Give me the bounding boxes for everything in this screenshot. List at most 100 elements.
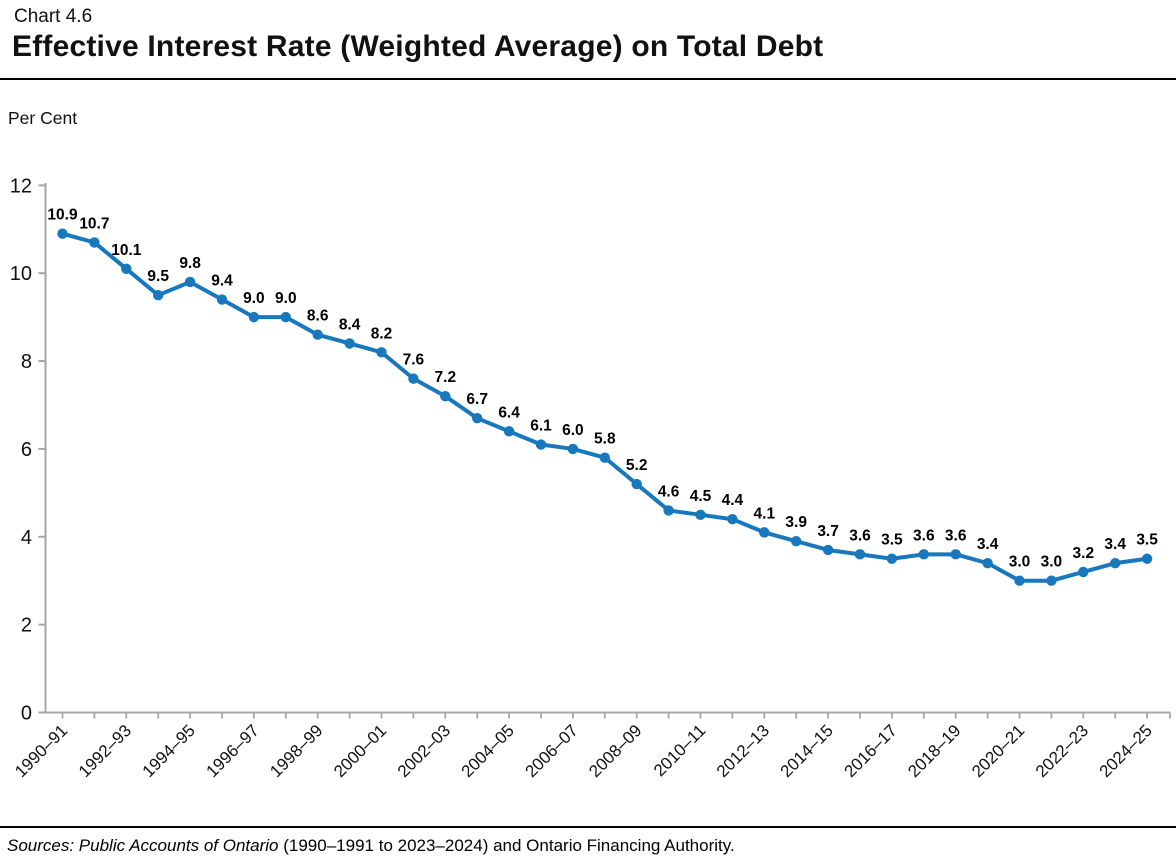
data-point [312,329,323,340]
data-label: 6.4 [498,404,520,421]
data-label: 5.8 [594,431,616,448]
data-label: 4.5 [690,488,712,505]
data-point [153,289,164,301]
data-point [503,426,515,437]
data-label: 4.6 [658,483,680,500]
data-label: 3.0 [1041,554,1063,571]
y-tick-label: 0 [21,703,32,725]
x-tick-label: 2000–01 [330,721,390,781]
data-point [184,276,196,288]
data-label: 7.6 [403,352,425,369]
data-point [822,544,834,556]
data-label: 3.2 [1073,545,1095,562]
data-label: 3.6 [849,527,871,544]
x-tick-label: 1996–97 [202,721,262,781]
data-point [599,452,610,463]
data-label: 3.0 [1009,554,1031,571]
data-label: 9.4 [211,273,233,290]
x-tick-label: 2016–17 [840,721,900,781]
line-chart: 0 2 4 6 8 10 12 1990–91 1992–93 1994–95 1996–97 199… [10,175,1171,781]
data-point [280,311,291,323]
x-tick-label: 2012–13 [713,721,773,781]
data-point [121,263,132,275]
data-point [886,553,898,564]
data-point [440,391,451,402]
x-tick-label: 2006–07 [521,721,581,781]
data-label: 4.4 [722,492,744,509]
data-point [376,347,387,358]
x-tick-label: 2008–09 [585,721,645,781]
data-point [695,509,706,521]
data-label: 9.0 [275,290,297,307]
data-label: 6.7 [466,391,488,408]
x-tick-label: 2010–11 [650,721,709,780]
data-label: 10.7 [79,215,109,232]
data-label: 5.2 [626,457,648,474]
data-point [759,527,770,538]
data-label: 3.9 [785,514,807,531]
data-point [89,237,100,248]
x-tick-label: 2018–19 [904,721,964,781]
data-label: 9.0 [243,290,265,307]
source-line: Sources: Public Accounts of Ontario (199… [7,836,735,856]
data-point [854,549,866,560]
data-point [1078,566,1089,578]
x-tick-label: 1994–95 [139,721,199,781]
data-point [1014,575,1025,586]
data-label: 10.9 [47,207,78,224]
data-label: 3.4 [1104,536,1126,553]
source-text-italic: Sources: Public Accounts of Ontario [7,836,279,855]
data-label: 9.5 [147,268,169,285]
data-point [631,478,642,490]
y-tick-label: 4 [21,527,32,549]
data-label: 9.8 [179,255,201,272]
data-point [918,549,929,560]
data-label: 8.4 [339,316,361,333]
x-tick-label: 1998–99 [266,721,326,781]
x-tick-label: 2002–03 [394,721,454,781]
data-point [57,228,68,239]
data-point [1141,553,1153,564]
data-point [950,549,961,560]
data-point [248,311,260,323]
data-point [663,505,674,516]
x-tick-label: 2024–25 [1096,721,1156,781]
data-point [472,412,483,424]
x-tick-label: 2014–15 [777,721,837,781]
data-point [1110,557,1121,569]
data-label: 4.1 [754,505,776,522]
data-label: 7.2 [435,369,457,386]
y-tick-label: 12 [10,175,32,197]
x-tick-label: 1992–93 [75,721,135,781]
data-label: 10.1 [111,242,142,259]
data-point [1046,575,1057,586]
x-tick-label: 2020–21 [968,721,1028,781]
data-label: 3.6 [945,527,967,544]
x-tick-label: 2004–05 [458,721,518,781]
data-label: 6.1 [530,418,552,435]
data-label: 3.7 [817,523,839,540]
data-label: 3.5 [1136,532,1158,549]
data-label: 3.4 [977,536,999,553]
data-point [535,439,547,450]
data-point [344,338,355,349]
y-tick-label: 10 [10,263,32,285]
data-point [408,373,419,384]
y-tick-label: 8 [21,351,32,373]
title-divider [0,78,1176,80]
y-tick-label: 6 [21,439,32,461]
data-label: 6.0 [562,422,584,439]
data-point [982,557,993,569]
chart-number: Chart 4.6 [14,6,93,27]
footer-divider [0,826,1176,828]
chart-title: Effective Interest Rate (Weighted Averag… [12,30,824,63]
source-text-rest: (1990–1991 to 2023–2024) and Ontario Fin… [278,836,735,855]
data-point [567,443,579,455]
x-tick-label: 2022–23 [1032,721,1092,781]
y-axis-unit-label: Per Cent [8,108,78,128]
data-label: 3.6 [913,527,935,544]
x-tick-label: 1990–91 [11,721,71,781]
data-point [791,535,802,547]
data-label: 8.6 [307,308,329,325]
